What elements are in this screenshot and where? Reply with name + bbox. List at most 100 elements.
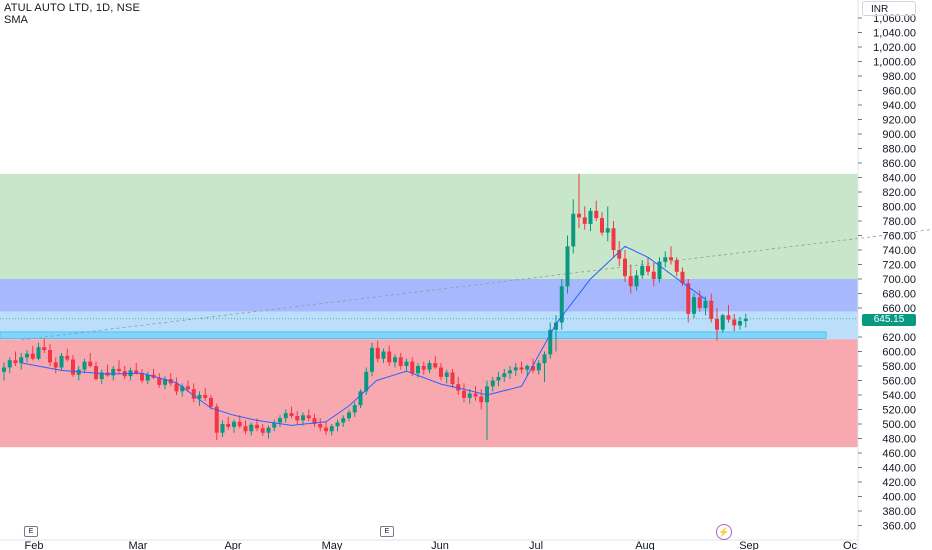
candle-body bbox=[720, 315, 725, 330]
candle-body bbox=[324, 427, 328, 432]
earnings-marker-icon[interactable]: E bbox=[380, 526, 394, 537]
candle-body bbox=[669, 257, 673, 261]
sma-polyline bbox=[22, 245, 706, 426]
candle-body bbox=[473, 393, 478, 397]
candle-body bbox=[433, 363, 438, 368]
time-tick-label: Aug bbox=[635, 540, 655, 550]
time-tick-label: May bbox=[322, 540, 343, 550]
candle-body bbox=[554, 322, 558, 330]
candle-body bbox=[48, 350, 52, 363]
candle-body bbox=[59, 355, 64, 368]
candle-body bbox=[565, 246, 570, 287]
candle-body bbox=[232, 421, 236, 427]
candle-body bbox=[272, 422, 277, 428]
candle-body bbox=[743, 318, 748, 322]
candle-body bbox=[283, 413, 288, 419]
price-tick-label: 520.00 bbox=[882, 405, 916, 417]
candle-body bbox=[301, 415, 305, 421]
price-tick-label: 500.00 bbox=[882, 419, 916, 431]
price-tick-label: 540.00 bbox=[882, 390, 916, 402]
dividend-bolt-icon[interactable]: ⚡ bbox=[716, 524, 732, 540]
time-tick-label: Oc bbox=[843, 540, 858, 550]
candle-body bbox=[42, 347, 47, 351]
candle-body bbox=[88, 361, 93, 366]
price-tick-label: 460.00 bbox=[882, 448, 916, 460]
price-tick-label: 440.00 bbox=[882, 463, 916, 475]
candle-body bbox=[646, 265, 650, 272]
price-tick-label: 580.00 bbox=[882, 361, 916, 373]
candle-body bbox=[697, 297, 702, 308]
time-axis[interactable]: Feb Mar Apr May Jun Jul Aug Sep Oc bbox=[0, 539, 858, 550]
price-tick-label: 1,020.00 bbox=[873, 42, 916, 54]
candle-body bbox=[140, 373, 144, 381]
currency-button[interactable]: INR bbox=[862, 1, 916, 16]
candle-body bbox=[30, 353, 35, 359]
price-tick-label: 1,000.00 bbox=[873, 57, 916, 69]
candle-body bbox=[611, 228, 616, 250]
indicator-label[interactable]: SMA bbox=[4, 14, 28, 26]
price-tick-label: 840.00 bbox=[882, 173, 916, 185]
candle-body bbox=[525, 366, 530, 370]
price-axis[interactable]: 1,060.00 1,040.00 1,020.00 1,000.00 980.00 96… bbox=[857, 0, 916, 550]
price-tick-label: 620.00 bbox=[882, 332, 916, 344]
candle-body bbox=[594, 210, 599, 219]
candle-body bbox=[134, 370, 139, 374]
candle-body bbox=[214, 406, 219, 433]
candle-body bbox=[375, 347, 380, 359]
candle-body bbox=[174, 383, 179, 392]
candle-body bbox=[640, 265, 645, 276]
candle-body bbox=[318, 424, 323, 428]
candles bbox=[2, 173, 748, 440]
candle-body bbox=[726, 315, 731, 320]
candle-body bbox=[25, 353, 29, 358]
candle-body bbox=[94, 366, 98, 380]
candle-body bbox=[226, 424, 231, 427]
price-tick-label: 560.00 bbox=[882, 376, 916, 388]
candle-body bbox=[628, 276, 633, 287]
candle-body bbox=[404, 361, 409, 366]
candle-body bbox=[536, 363, 541, 371]
candle-body bbox=[197, 395, 202, 399]
candle-body bbox=[249, 424, 254, 432]
candle-body bbox=[352, 405, 357, 413]
candle-body bbox=[163, 379, 167, 385]
price-tick-label: 380.00 bbox=[882, 506, 916, 518]
candle-body bbox=[53, 362, 58, 368]
price-tick-label: 400.00 bbox=[882, 492, 916, 504]
candle-body bbox=[479, 396, 484, 403]
candle-body bbox=[588, 210, 593, 224]
candle-body bbox=[7, 360, 12, 368]
earnings-marker-icon[interactable]: E bbox=[24, 526, 38, 537]
candle-body bbox=[157, 377, 162, 385]
candle-body bbox=[703, 300, 708, 308]
candle-body bbox=[462, 390, 466, 398]
candle-body bbox=[387, 351, 392, 363]
candle-body bbox=[559, 286, 564, 323]
time-tick-label: Apr bbox=[224, 540, 241, 550]
price-tick-label: 1,040.00 bbox=[873, 28, 916, 40]
candle-body bbox=[738, 321, 742, 326]
candle-body bbox=[278, 418, 282, 423]
candle-body bbox=[490, 380, 495, 387]
candle-body bbox=[209, 397, 213, 407]
candle-body bbox=[450, 372, 455, 385]
candle-body bbox=[36, 347, 41, 359]
candle-body bbox=[456, 384, 461, 391]
zone-support bbox=[0, 331, 827, 339]
sma-line bbox=[22, 245, 706, 426]
candle-body bbox=[82, 361, 87, 370]
zone-green bbox=[0, 173, 858, 279]
candle-body bbox=[485, 386, 489, 403]
price-tick-label: 920.00 bbox=[882, 115, 916, 127]
candle-body bbox=[732, 319, 737, 326]
time-tick-label: Mar bbox=[129, 540, 148, 550]
candle-body bbox=[255, 424, 259, 429]
candle-body bbox=[502, 373, 507, 377]
candle-body bbox=[186, 386, 190, 390]
candle-body bbox=[347, 412, 351, 419]
candle-body bbox=[266, 427, 271, 433]
candle-body bbox=[674, 260, 679, 272]
price-tick-label: 660.00 bbox=[882, 303, 916, 315]
candle-body bbox=[657, 261, 662, 279]
